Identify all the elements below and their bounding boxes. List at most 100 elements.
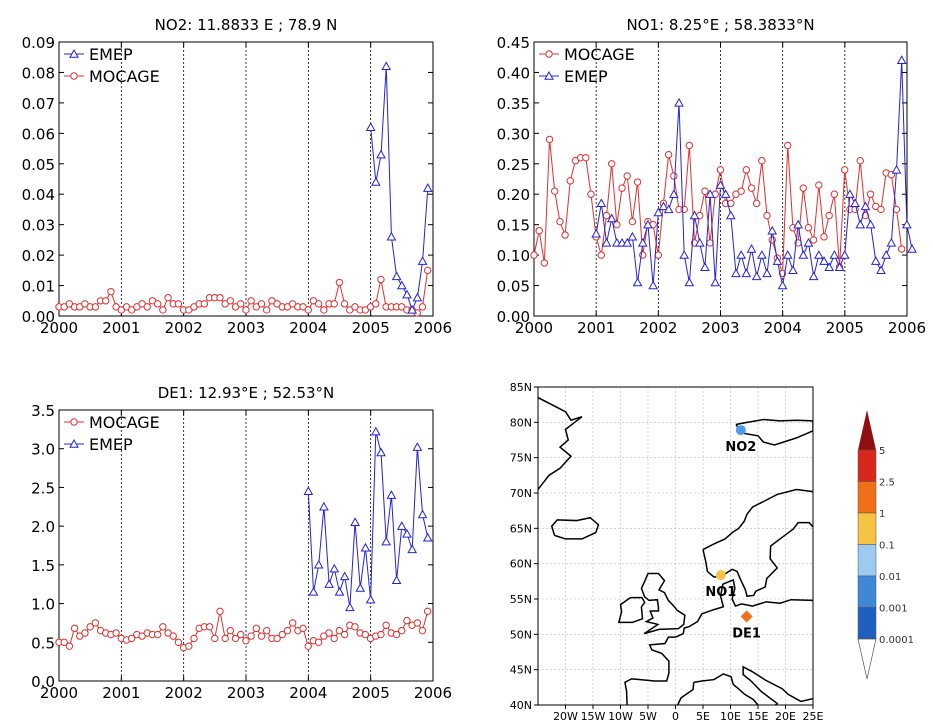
- x-tick-label: 2003: [227, 684, 265, 702]
- data-point: [813, 250, 824, 259]
- data-point: [407, 544, 418, 554]
- data-point: [747, 184, 756, 192]
- data-point: [422, 183, 433, 192]
- data-point: [815, 181, 823, 189]
- data-point: [825, 211, 833, 220]
- x-tick-label: 2005: [352, 684, 390, 702]
- data-point: [386, 231, 397, 241]
- data-point: [60, 638, 68, 646]
- data-point: [262, 306, 271, 314]
- data-point: [216, 607, 224, 616]
- data-point: [758, 157, 766, 165]
- coastline: [550, 516, 600, 540]
- data-point: [304, 306, 312, 314]
- y-tick-label: 0.05: [497, 278, 530, 296]
- y-tick-label: 1.5: [31, 557, 55, 575]
- station-label: NO2: [725, 440, 756, 455]
- data-point: [839, 250, 850, 259]
- data-point: [335, 278, 344, 287]
- data-point: [65, 642, 74, 650]
- data-point: [530, 251, 538, 259]
- data-point: [829, 250, 840, 259]
- legend-marker: [70, 72, 78, 80]
- data-point: [855, 219, 866, 229]
- data-point: [143, 303, 151, 311]
- data-point: [308, 586, 319, 596]
- data-point: [841, 166, 849, 174]
- data-point: [777, 280, 788, 290]
- y-tick-label: 0.00: [22, 308, 55, 326]
- lon-tick-label: 5E: [696, 710, 710, 721]
- data-point: [680, 205, 688, 214]
- data-point: [345, 602, 355, 612]
- y-tick-label: 0.25: [497, 156, 530, 174]
- data-point: [606, 213, 617, 223]
- x-tick-label: 2006: [888, 319, 926, 337]
- x-tick-label: 2001: [102, 684, 140, 702]
- x-tick-label: 2001: [577, 319, 615, 337]
- data-point: [304, 642, 312, 650]
- data-point: [320, 306, 328, 314]
- data-point: [658, 201, 669, 211]
- lat-tick-label: 80N: [510, 416, 532, 429]
- station-label: DE1: [732, 626, 761, 641]
- legend-marker: [544, 70, 554, 80]
- colorbar-bottom-arrow: [857, 638, 877, 680]
- data-point: [231, 634, 240, 643]
- data-point: [556, 217, 564, 226]
- colorbar-segment: [857, 544, 877, 577]
- y-tick-label: 0.00: [497, 308, 530, 326]
- y-tick-label: 2.5: [31, 479, 55, 497]
- y-tick-label: 0.35: [497, 95, 530, 113]
- x-tick-label: 2002: [639, 319, 677, 337]
- data-point: [288, 619, 297, 627]
- lon-tick-label: 20E: [775, 710, 796, 721]
- data-point: [402, 289, 412, 299]
- data-point: [314, 638, 323, 646]
- lon-tick-label: 15W: [581, 710, 606, 721]
- data-point: [587, 190, 595, 198]
- series-line: [533, 139, 903, 274]
- data-point: [86, 623, 94, 631]
- data-point: [684, 277, 695, 287]
- station-marker: [740, 610, 753, 623]
- data-point: [313, 559, 324, 569]
- data-point: [741, 268, 752, 278]
- y-tick-label: 0.10: [497, 247, 530, 265]
- data-point: [850, 198, 860, 208]
- y-tick-label: 0.06: [22, 125, 55, 143]
- y-tick-label: 0.5: [31, 634, 55, 652]
- colorbar-segment: [857, 449, 877, 482]
- lon-tick-label: 10W: [608, 710, 633, 721]
- data-point: [355, 583, 366, 592]
- data-point: [174, 638, 183, 646]
- data-point: [618, 184, 626, 192]
- data-point: [710, 277, 721, 287]
- data-point: [830, 190, 839, 198]
- data-point: [670, 172, 678, 180]
- data-point: [689, 210, 700, 220]
- colorbar-segment: [857, 607, 877, 640]
- data-point: [221, 634, 229, 643]
- data-point: [902, 219, 912, 229]
- colorbar-label: 0.0001: [879, 635, 914, 646]
- legend-marker: [70, 418, 78, 426]
- data-point: [350, 517, 360, 526]
- data-point: [211, 634, 219, 643]
- data-point: [866, 190, 875, 198]
- data-point: [891, 164, 902, 174]
- data-point: [799, 184, 807, 192]
- data-point: [205, 623, 214, 631]
- x-tick-label: 2004: [289, 319, 327, 337]
- y-tick-label: 3.0: [31, 441, 55, 459]
- data-point: [535, 227, 543, 235]
- colorbar-top-arrow: [858, 410, 876, 450]
- data-point: [607, 160, 616, 168]
- station-marker: [715, 570, 726, 581]
- data-point: [793, 219, 803, 229]
- chart-title: NO1: 8.25°E ; 58.3833°N: [626, 16, 814, 34]
- legend-marker: [545, 50, 553, 58]
- data-point: [159, 306, 167, 314]
- chart-title: NO2: 11.8833 E ; 78.9 N: [155, 16, 338, 34]
- data-point: [382, 621, 390, 629]
